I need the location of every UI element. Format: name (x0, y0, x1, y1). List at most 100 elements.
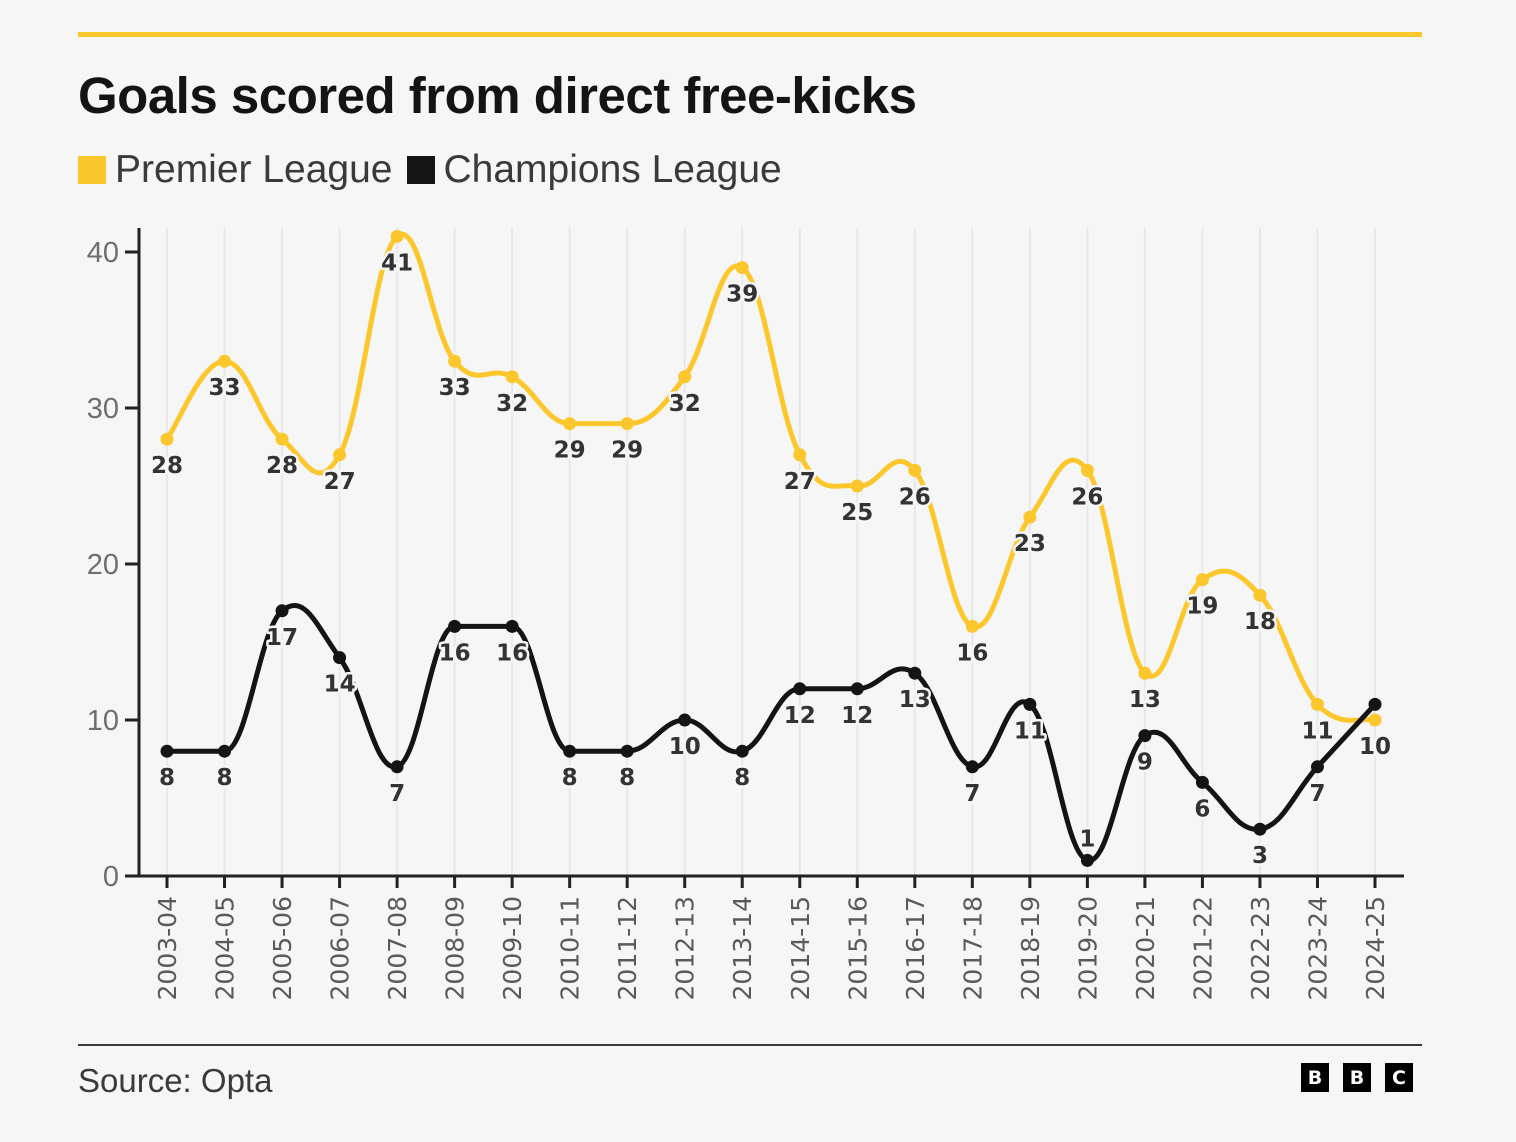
y-tick-label: 40 (87, 237, 119, 269)
data-label-champions-league: 6 (1194, 796, 1210, 822)
data-label-champions-league: 8 (159, 765, 175, 791)
data-label-champions-league: 17 (266, 625, 298, 651)
data-point-champions-league (1253, 822, 1267, 836)
legend-item-champions-league: Champions League (406, 148, 782, 192)
data-label-champions-league: 7 (1309, 781, 1325, 807)
data-point-premier-league (1023, 510, 1037, 524)
data-label-champions-league: 12 (784, 703, 816, 729)
x-tick-label: 2007-08 (383, 896, 412, 1000)
data-point-premier-league (275, 432, 289, 446)
data-label-premier-league: 32 (669, 391, 701, 417)
data-label-champions-league: 1 (1079, 826, 1095, 852)
chart-title: Goals scored from direct free-kicks (78, 67, 917, 124)
y-tick-label: 20 (87, 549, 119, 581)
data-point-premier-league (1253, 588, 1267, 602)
data-label-premier-league: 28 (266, 453, 298, 479)
data-point-champions-league (1195, 775, 1209, 789)
data-point-champions-league (1023, 697, 1037, 711)
series-line-champions-league (164, 603, 1378, 863)
data-point-champions-league (793, 682, 807, 696)
x-tick-label: 2021-22 (1188, 896, 1217, 1000)
data-label-champions-league: 8 (217, 765, 233, 791)
x-tick-label: 2012-13 (671, 896, 700, 1000)
y-tick-label: 0 (103, 861, 119, 893)
data-point-premier-league (160, 432, 174, 446)
x-tick-label: 2004-05 (211, 896, 240, 1000)
data-point-champions-league (563, 744, 577, 758)
x-tick-label: 2017-18 (958, 896, 987, 1000)
data-point-premier-league (908, 463, 922, 477)
series-line-premier-league (164, 231, 1378, 723)
data-point-champions-league (620, 744, 634, 758)
x-tick-label: 2011-12 (613, 896, 642, 1000)
data-point-champions-league (448, 619, 462, 633)
data-label-premier-league: 33 (209, 375, 241, 401)
x-tick-label: 2014-15 (786, 896, 815, 1000)
data-point-premier-league (965, 619, 979, 633)
data-point-premier-league (1195, 573, 1209, 587)
data-point-premier-league (678, 370, 692, 384)
data-point-premier-league (505, 370, 519, 384)
x-tick-label: 2022-23 (1246, 896, 1275, 1000)
data-label-premier-league: 10 (1359, 734, 1391, 760)
x-tick-label: 2015-16 (843, 896, 872, 1000)
x-tick-label: 2019-20 (1073, 896, 1102, 1000)
legend: Premier League Champions League (78, 148, 796, 192)
legend-swatch-champions-league (406, 156, 435, 184)
x-tick-label: 2003-04 (153, 896, 182, 1000)
data-point-premier-league (735, 261, 749, 275)
data-label-premier-league: 23 (1014, 531, 1046, 557)
data-label-champions-league: 16 (496, 640, 528, 666)
data-label-premier-league: 26 (1071, 484, 1103, 510)
x-tick-label: 2023-24 (1303, 896, 1332, 1000)
data-label-premier-league: 27 (324, 469, 356, 495)
data-label-champions-league: 10 (669, 734, 701, 760)
data-point-premier-league (620, 417, 634, 431)
bbc-logo: B B C (1301, 1063, 1413, 1092)
legend-item-premier-league: Premier League (78, 148, 393, 192)
data-label-premier-league: 33 (439, 375, 471, 401)
data-point-champions-league (333, 651, 347, 665)
data-point-champions-league (160, 744, 174, 758)
data-label-premier-league: 29 (554, 438, 586, 464)
data-label-premier-league: 26 (899, 484, 931, 510)
data-label-champions-league: 7 (389, 781, 405, 807)
data-label-premier-league: 28 (151, 453, 183, 479)
data-point-premier-league (563, 417, 577, 431)
bottom-rule (78, 1044, 1422, 1046)
data-label-champions-league: 11 (1014, 718, 1046, 744)
x-tick-label: 2005-06 (268, 896, 297, 1000)
data-point-champions-league (1138, 729, 1152, 743)
x-tick-label: 2013-14 (728, 896, 757, 1000)
data-point-premier-league (1138, 666, 1152, 680)
y-tick-label: 30 (87, 393, 119, 425)
data-point-champions-league (218, 744, 232, 758)
x-tick-label: 2018-19 (1016, 896, 1045, 1000)
data-point-premier-league (390, 229, 404, 243)
data-label-premier-league: 19 (1186, 594, 1218, 620)
data-point-champions-league (505, 619, 519, 633)
y-tick-label: 10 (87, 705, 119, 737)
top-accent-rule (78, 32, 1422, 37)
data-point-champions-league (1080, 853, 1094, 867)
bbc-logo-letter: B (1301, 1063, 1329, 1092)
gridlines (166, 228, 1376, 876)
legend-swatch-premier-league (78, 156, 106, 184)
data-label-champions-league: 16 (439, 640, 471, 666)
data-label-champions-league: 12 (841, 703, 873, 729)
x-tick-label: 2024-25 (1361, 896, 1390, 1000)
bbc-logo-letter: B (1343, 1063, 1371, 1092)
data-point-premier-league (793, 448, 807, 462)
data-point-premier-league (1080, 463, 1094, 477)
data-label-champions-league: 7 (964, 781, 980, 807)
data-label-champions-league: 8 (734, 765, 750, 791)
data-label-champions-league: 8 (562, 765, 578, 791)
source-note: Source: Opta (78, 1062, 273, 1099)
data-point-premier-league (1368, 713, 1382, 727)
x-tick-label: 2020-21 (1131, 896, 1160, 1000)
data-label-premier-league: 39 (726, 282, 758, 308)
data-label-premier-league: 29 (611, 438, 643, 464)
x-tick-label: 2009-10 (498, 896, 527, 1000)
